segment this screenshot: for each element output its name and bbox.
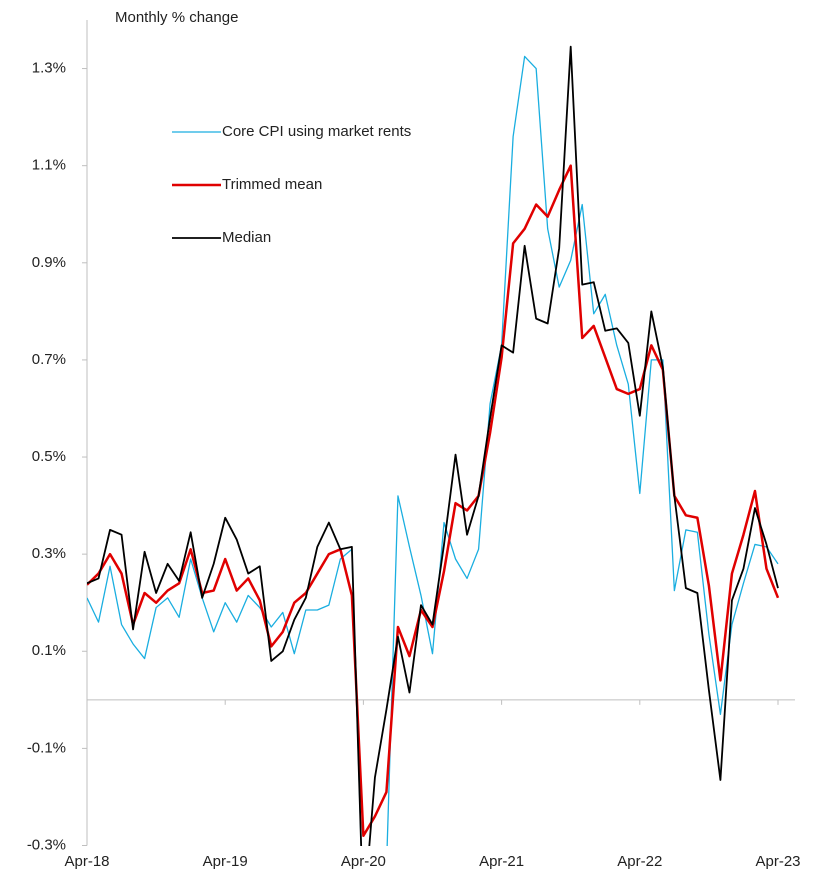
- series-line: [87, 55, 779, 846]
- x-tick-label: Apr-23: [755, 853, 800, 870]
- y-tick-label: -0.1%: [27, 739, 66, 756]
- y-tick-label: 1.1%: [32, 157, 66, 174]
- x-tick-label: Apr-22: [617, 853, 662, 870]
- legend-label: Trimmed mean: [222, 176, 322, 193]
- x-tick-label: Apr-21: [479, 853, 524, 870]
- plot-area: [87, 45, 780, 846]
- y-axis-label: Monthly % change: [115, 9, 238, 26]
- y-tick-label: 0.1%: [32, 642, 66, 659]
- y-tick-label: -0.3%: [27, 836, 66, 853]
- y-tick-label: 0.3%: [32, 545, 66, 562]
- x-tick-label: Apr-18: [64, 853, 109, 870]
- x-tick-label: Apr-19: [203, 853, 248, 870]
- series-line: [87, 45, 779, 846]
- y-tick-label: 0.7%: [32, 351, 66, 368]
- y-tick-label: 0.5%: [32, 448, 66, 465]
- y-tick-label: 0.9%: [32, 254, 66, 271]
- legend-label: Median: [222, 229, 271, 246]
- x-tick-label: Apr-20: [341, 853, 386, 870]
- legend-label: Core CPI using market rents: [222, 123, 411, 140]
- y-tick-label: 1.3%: [32, 60, 66, 77]
